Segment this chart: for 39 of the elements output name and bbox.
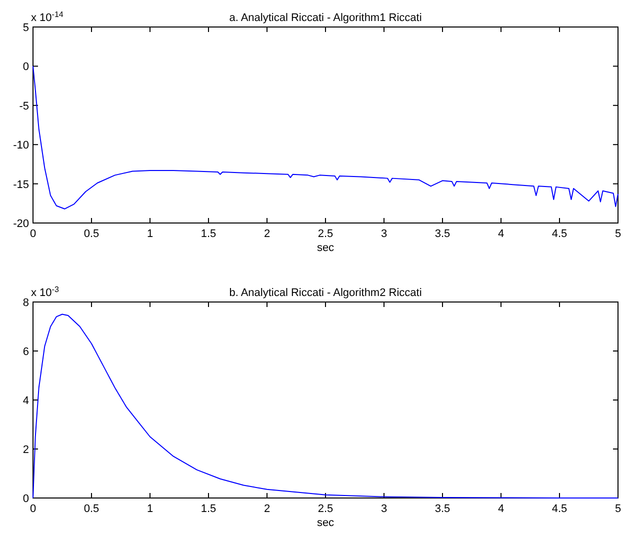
x-tick-label: 2.5 bbox=[318, 503, 334, 515]
x-tick-label: 5 bbox=[614, 228, 622, 240]
text: x 10$^{-14}$ bbox=[31, 10, 64, 24]
x-axis-title: sec bbox=[316, 517, 335, 529]
x-tick-label: 3 bbox=[380, 228, 388, 240]
y-tick-label: 5 bbox=[22, 22, 29, 34]
x-tick-label: 3.5 bbox=[434, 503, 450, 515]
y-tick-label: -5 bbox=[19, 100, 29, 112]
x-tick-label: 3.5 bbox=[434, 228, 450, 240]
x-tick-label: 4 bbox=[498, 503, 504, 515]
y-tick-label: 6 bbox=[22, 346, 29, 358]
y-tick-label: -20 bbox=[13, 218, 29, 230]
line-series bbox=[32, 66, 618, 210]
y-tick-label: 2 bbox=[22, 444, 29, 456]
y-tick-label: 0 bbox=[22, 493, 29, 505]
x-tick-label: 0.5 bbox=[84, 503, 100, 515]
x-tick-label: 4 bbox=[498, 228, 504, 240]
line-series bbox=[32, 314, 618, 498]
chart-title: b. Analytical Riccati - Algorithm2 Riccati bbox=[229, 287, 422, 299]
x-tick-label: 1.5 bbox=[200, 228, 216, 240]
y-tick-label: -15 bbox=[13, 178, 29, 191]
y-tick-label: 8 bbox=[22, 297, 29, 309]
x-tick-label: 4.5 bbox=[552, 228, 568, 240]
y-tick-label: -10 bbox=[13, 140, 29, 152]
y-tick-label: 0 bbox=[22, 61, 29, 74]
chart-title: a. Analytical Riccati - Algorithm1 Riccati bbox=[229, 12, 422, 24]
x-tick-label: 1.5 bbox=[200, 503, 216, 515]
x-tick-label: 0.5 bbox=[84, 228, 100, 240]
x-tick-label: 5 bbox=[614, 503, 622, 515]
x-tick-label: 1 bbox=[146, 228, 154, 240]
x-tick-label: 3 bbox=[380, 503, 388, 515]
x-tick-label: 2.5 bbox=[318, 228, 334, 240]
x-tick-label: 2 bbox=[264, 228, 270, 240]
x-axis-title: sec bbox=[316, 242, 335, 254]
text: x 10$^{-3}$ bbox=[31, 284, 60, 299]
x-tick-label: 1 bbox=[146, 503, 154, 515]
x-tick-label: 2 bbox=[264, 503, 270, 515]
y-tick-label: 4 bbox=[22, 395, 29, 407]
x-tick-label: 4.5 bbox=[552, 503, 568, 515]
